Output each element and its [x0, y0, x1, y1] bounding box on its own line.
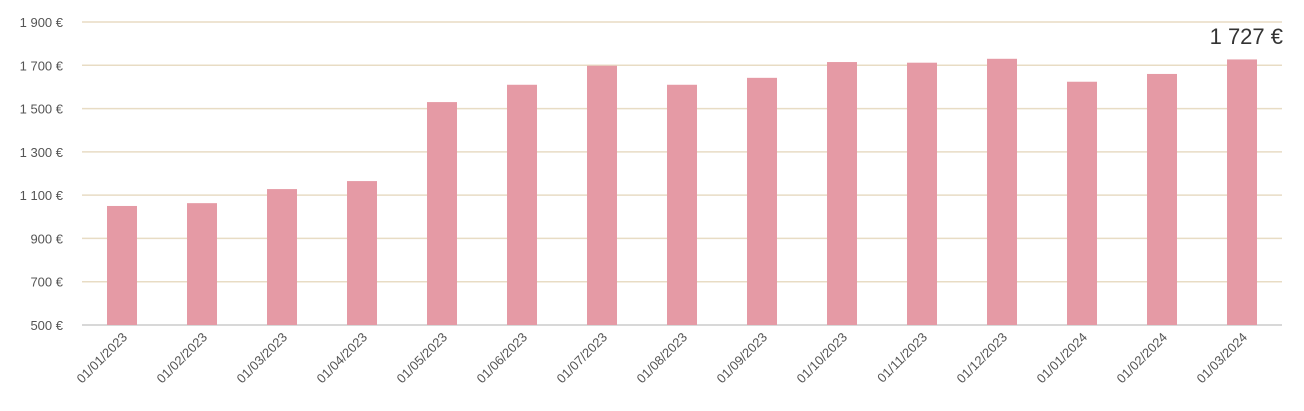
x-axis-ticks: 01/01/2023 01/02/2023 01/03/2023 01/04/2023… — [73, 330, 1250, 387]
bar — [187, 203, 217, 325]
x-tick-label: 01/08/2023 — [633, 330, 690, 387]
y-tick-label: 500 € — [30, 318, 63, 333]
x-tick-label: 01/09/2023 — [713, 330, 770, 387]
y-tick-label: 700 € — [30, 275, 63, 290]
x-tick-label: 01/07/2023 — [553, 330, 610, 387]
bar — [827, 62, 857, 326]
last-value-annotation: 1 727 € — [1210, 24, 1283, 49]
bar — [667, 84, 697, 325]
x-tick-label: 01/03/2023 — [233, 330, 290, 387]
x-tick-label: 01/06/2023 — [473, 330, 530, 387]
bar — [1227, 59, 1257, 326]
bar — [1067, 81, 1097, 325]
x-tick-label: 01/04/2023 — [313, 330, 370, 387]
bars — [107, 58, 1257, 326]
x-tick-label: 01/01/2024 — [1033, 330, 1090, 387]
bar — [267, 189, 297, 325]
y-axis-ticks: 500 € 700 € 900 € 1 100 € 1 300 € 1 500 € 1 70… — [20, 15, 64, 333]
y-tick-label: 1 900 € — [20, 15, 64, 30]
y-tick-label: 1 100 € — [20, 188, 64, 203]
bar — [587, 65, 617, 326]
bar — [1147, 73, 1177, 325]
x-tick-label: 01/02/2023 — [153, 330, 210, 387]
x-tick-label: 01/12/2023 — [953, 330, 1010, 387]
x-tick-label: 01/03/2024 — [1193, 330, 1250, 387]
x-tick-label: 01/02/2024 — [1113, 330, 1170, 387]
y-tick-label: 1 500 € — [20, 102, 64, 117]
x-tick-label: 01/11/2023 — [874, 330, 930, 386]
x-tick-label: 01/10/2023 — [793, 330, 850, 387]
bar — [427, 102, 457, 325]
x-tick-label: 01/01/2023 — [73, 330, 130, 387]
y-tick-label: 1 700 € — [20, 58, 64, 73]
x-tick-label: 01/05/2023 — [393, 330, 450, 387]
bar — [907, 62, 937, 326]
bar — [107, 205, 137, 325]
bar — [507, 84, 537, 325]
y-tick-label: 900 € — [30, 231, 63, 246]
bar — [347, 181, 377, 325]
bar — [987, 58, 1017, 326]
y-tick-label: 1 300 € — [20, 145, 64, 160]
bar — [747, 77, 777, 326]
